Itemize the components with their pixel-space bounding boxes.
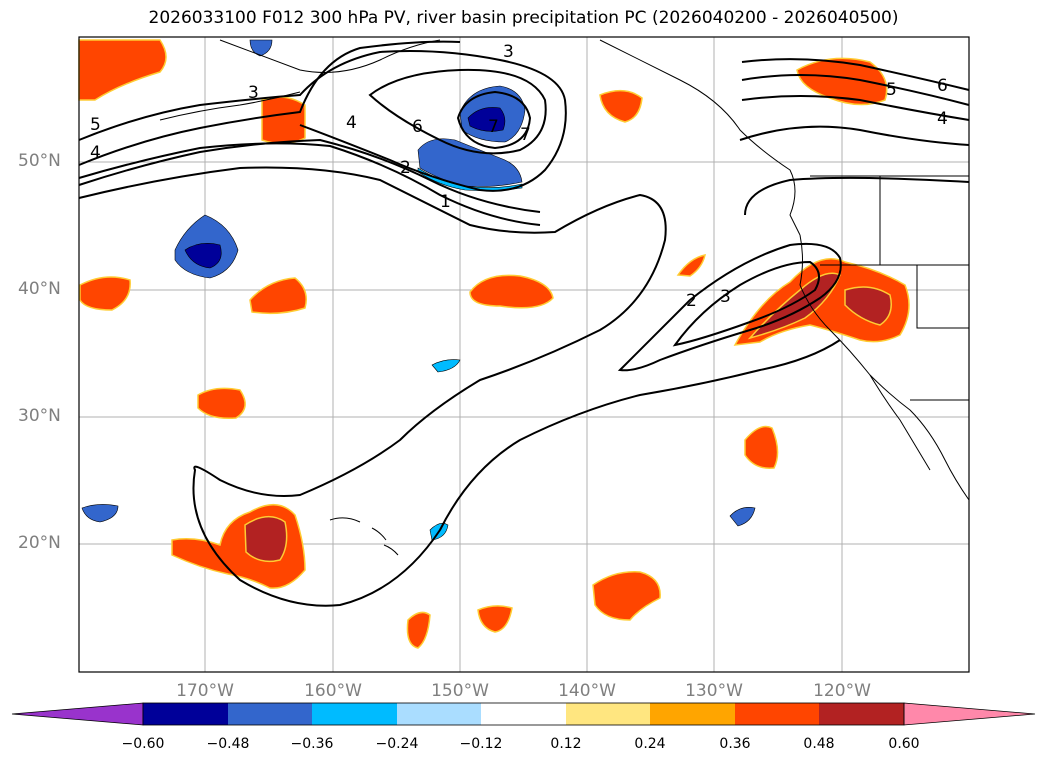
map-frame (78, 36, 970, 673)
contour-label: 7 (488, 117, 499, 137)
lon-label-160w: 160°W (304, 681, 362, 701)
negative-area-alaska-tip (249, 39, 273, 57)
lon-label-140w: 140°W (558, 681, 616, 701)
negative-area-southwest (81, 504, 119, 523)
contour-label: 2 (686, 291, 697, 311)
colorbar-extend-right (903, 702, 1036, 726)
contour-5 (78, 50, 567, 192)
negative-area-mid-small (431, 359, 461, 373)
lat-label-30n: 30°N (18, 406, 61, 426)
contour-label: 5 (90, 115, 101, 135)
colorbar-segment (735, 703, 819, 725)
contour-4 (78, 40, 461, 166)
colorbar-segment (819, 703, 904, 725)
coastline-hawaii (329, 517, 399, 556)
positive-area-gulf-alaska (261, 96, 306, 145)
contour-1 (78, 166, 841, 607)
contour-east-upper-4 (741, 95, 970, 121)
positive-area-offshore (676, 254, 706, 277)
contour-label: 6 (412, 117, 423, 137)
contour-label: 4 (90, 143, 101, 163)
colorbar-segment (566, 703, 650, 725)
border-state-2 (916, 265, 969, 329)
contour-2-east (617, 242, 842, 372)
contour-2 (78, 142, 541, 226)
positive-area-south-small-1 (406, 611, 431, 649)
contour-east-loop (744, 176, 970, 216)
colorbar-tick-label: 0.48 (803, 736, 835, 752)
contour-6 (368, 68, 547, 155)
contour-3-east (672, 260, 820, 347)
contour-label: 6 (937, 76, 948, 96)
colorbar-tick-label: −0.48 (206, 736, 250, 752)
coastline-baja (869, 374, 931, 471)
contour-label: 3 (248, 83, 259, 103)
positive-area-ca-strong-east (844, 286, 892, 326)
positive-area-west-pacific (79, 276, 131, 311)
map-title: 2026033100 F012 300 hPa PV, river basin … (148, 8, 899, 28)
colorbar-tick-label: −0.24 (375, 736, 419, 752)
contour-3-upper (78, 138, 541, 213)
lat-label-40n: 40°N (18, 279, 61, 299)
coastline-bc (599, 39, 801, 236)
colorbar-segment (650, 703, 735, 725)
positive-area-central-north (249, 277, 307, 315)
map-gridlines (79, 37, 969, 672)
negative-area-alaska-core (467, 107, 506, 132)
positive-area-western-canada (796, 57, 888, 106)
contour-label: 3 (503, 42, 514, 62)
contour-east-upper-6 (741, 58, 970, 91)
colorbar-segment (312, 703, 397, 725)
positive-area-south-strong (244, 516, 288, 563)
contour-label: 7 (520, 125, 531, 145)
contour-label: 1 (440, 192, 451, 212)
colorbar-segment (143, 703, 228, 725)
positive-area-hawaii-north (469, 274, 554, 309)
colorbar-tick-label: 0.24 (634, 736, 666, 752)
negative-area-east-south (729, 507, 756, 527)
positive-area-central-mid (197, 387, 246, 420)
contour-7 (456, 90, 532, 150)
contour-label: 4 (346, 113, 357, 133)
coastline-alaska (219, 39, 441, 73)
colorbar-tick-label: 0.60 (888, 736, 920, 752)
pv-contours (78, 40, 970, 607)
colorbar-segment (228, 703, 312, 725)
colorbar-tick-label: 0.12 (550, 736, 582, 752)
colorbar-segment (481, 703, 566, 725)
colorbar-extend-left (11, 702, 144, 726)
lon-label-130w: 130°W (685, 681, 743, 701)
contour-east-upper-3 (739, 125, 970, 146)
contour-label: 3 (720, 287, 731, 307)
negative-precip-areas (81, 39, 756, 541)
positive-area-south-east (592, 571, 661, 621)
positive-area-nw-corner (78, 39, 167, 101)
colorbar-tick-label: −0.60 (121, 736, 165, 752)
colorbar-tick-label: 0.36 (719, 736, 751, 752)
colorbar-tick-label: −0.36 (290, 736, 334, 752)
lat-label-20n: 20°N (18, 533, 61, 553)
lon-label-120w: 120°W (813, 681, 871, 701)
colorbar-tick-label: −0.12 (459, 736, 503, 752)
colorbar-segment (397, 703, 481, 725)
contour-labels: 3 3 4 5 4 6 7 7 2 1 2 3 5 6 4 (90, 42, 948, 311)
positive-area-baja-offshore (744, 425, 779, 469)
lon-label-170w: 170°W (176, 681, 234, 701)
lon-label-150w: 150°W (431, 681, 489, 701)
positive-area-south-small-2 (477, 605, 513, 633)
contour-east-upper-5 (741, 74, 970, 106)
lat-label-50n: 50°N (18, 151, 61, 171)
contour-label: 4 (937, 109, 948, 129)
contour-label: 2 (400, 158, 411, 178)
positive-area-bc-coast (599, 89, 643, 123)
colorbar-frame (142, 702, 905, 726)
colorbar (11, 702, 1036, 726)
negative-area-west-mid-core (184, 243, 222, 269)
contour-label: 5 (886, 80, 897, 100)
